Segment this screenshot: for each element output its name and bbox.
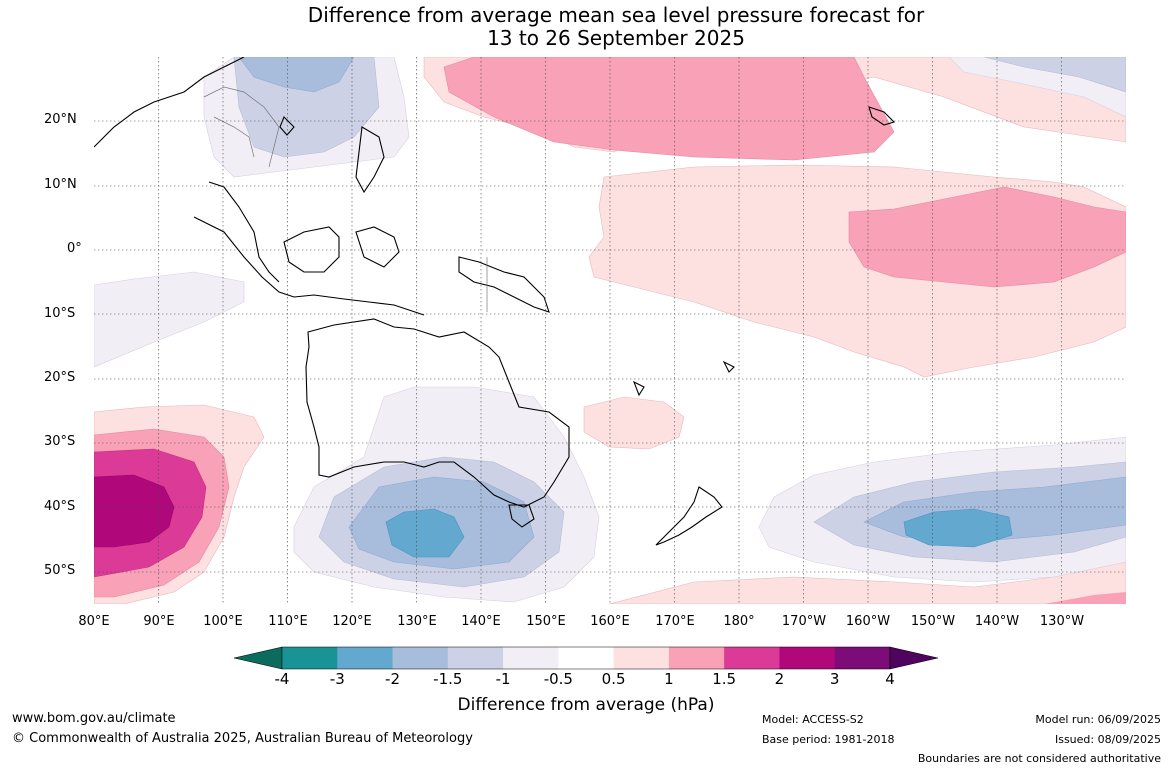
lon-label-150e: 150°E [526,614,566,629]
colorbar-segment [558,647,615,669]
base-period-text: Base period: 1981-2018 [762,733,895,746]
lon-label-160e: 160°E [590,614,630,629]
colorbar-segment [779,647,836,669]
lon-label-80e: 80°E [78,614,110,629]
model-run-text: Model run: 06/09/2025 [1035,713,1161,726]
lon-label-130e: 130°E [397,614,437,629]
malay-peninsula-coastline [208,181,280,283]
positive-anomaly-central-pacific [588,164,1126,378]
disclaimer-text: Boundaries are not considered authoritat… [917,752,1161,765]
lat-label-10s: 10°S [44,306,76,321]
colorbar-tick-label: 2 [774,670,785,688]
positive-anomaly-southern-ocean-core [1044,592,1126,604]
colorbar-segment [392,647,449,669]
colorbar-tick-label: -4 [274,670,290,688]
colorbar-segment [503,647,559,669]
lon-label-170e: 170°E [655,614,695,629]
positive-anomaly-south-indian-ocean [94,404,265,604]
chart-title: Difference from average mean sea level p… [0,4,1173,50]
tasmania-coastline [508,504,535,528]
colorbar-tick-label: -3 [329,670,345,688]
colorbar-segment [282,647,338,669]
colorbar-tick-label: -1.5 [433,670,463,688]
sumatra-java-coastline [193,216,425,316]
lat-label-20n: 20°N [44,112,77,127]
hainan-coastline [279,116,295,136]
lat-label-50s: 50°S [44,563,76,578]
new-caledonia-coastline [632,380,645,397]
lon-label-140w: 140°W [974,614,1020,629]
sulawesi-coastline [355,226,400,268]
lon-label-110e: 110°E [268,614,308,629]
lat-label-40s: 40°S [44,499,76,514]
lon-label-90e: 90°E [143,614,175,629]
colorbar [234,646,938,670]
model-text: Model: ACCESS-S2 [762,713,864,726]
positive-anomaly-tasman-sea [583,396,685,450]
negative-anomaly-north-east-pacific [948,57,1126,118]
lon-label-100e: 100°E [203,614,243,629]
coastlines [94,57,896,546]
issued-text: Issued: 08/09/2025 [1054,733,1161,746]
lon-label-160w: 160°W [845,614,891,629]
negative-anomaly-south-china-sea [203,57,410,178]
colorbar-segment [889,646,938,670]
lon-label-130w: 130°W [1039,614,1085,629]
country-borders [203,86,488,312]
negative-anomaly-southern-australia [293,386,600,603]
lon-label-180: 180° [723,614,755,629]
colorbar-tick-label: 1 [664,670,674,688]
colorbar-segment [834,647,891,669]
colorbar-tick-label: 0.5 [601,670,626,688]
fiji-coastline [722,360,735,373]
colorbar-tick-label: -1 [495,670,511,688]
lon-label-120e: 120°E [332,614,372,629]
pressure-anomaly-map [94,57,1126,604]
colorbar-tick-label: 4 [885,670,895,688]
colorbar-tick-label: 3 [829,670,840,688]
website-text: www.bom.gov.au/climate [12,711,176,726]
philippines-coastline [355,126,385,194]
lat-label-10n: 10°N [44,177,77,192]
lon-label-170w: 170°W [781,614,827,629]
colorbar-tick-label: 1.5 [712,670,737,688]
negative-anomaly-indian-ocean [94,271,245,368]
colorbar-tick-label: -0.5 [543,670,573,688]
colorbar-segment [724,647,780,669]
colorbar-segment [234,646,283,670]
title-line-2: 13 to 26 September 2025 [487,26,745,50]
colorbar-segment [337,647,394,669]
lon-label-140e: 140°E [461,614,501,629]
lat-label-equator: 0° [67,241,82,256]
colorbar-segment [668,647,725,669]
title-line-1: Difference from average mean sea level p… [307,3,925,27]
hawaii-coastline [868,106,896,126]
copyright-text: © Commonwealth of Australia 2025, Austra… [12,731,473,746]
lat-label-20s: 20°S [44,370,76,385]
colorbar-tick-label: -2 [385,670,401,688]
graticule [94,57,1126,604]
asia-mainland-coastline [94,57,245,148]
lat-label-30s: 30°S [44,434,76,449]
negative-anomaly-south-pacific [758,436,1126,583]
colorbar-outline [281,646,891,670]
new-zealand-coastline [655,486,723,546]
colorbar-label: Difference from average (hPa) [457,695,715,715]
lon-label-150w: 150°W [910,614,956,629]
borneo-coastline [283,226,340,273]
new-guinea-coastline [458,256,550,313]
positive-anomaly-north-pacific [423,57,1126,161]
colorbar-segment [613,647,670,669]
colorbar-segment [447,647,504,669]
